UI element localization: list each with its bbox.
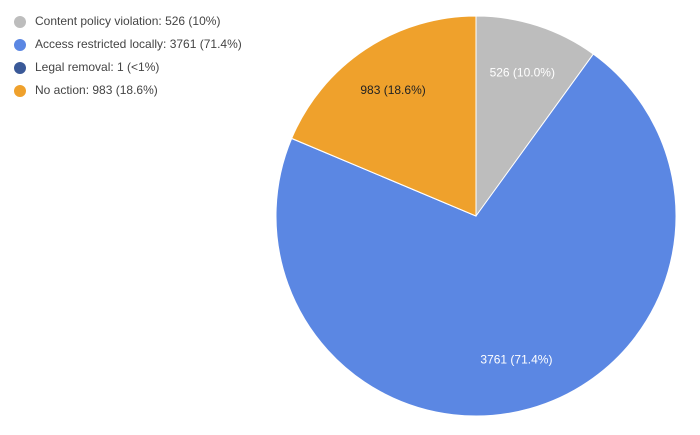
legend-label: Access restricted locally: 3761 (71.4%) [35,37,242,51]
legend-swatch [14,62,26,74]
slice-label: 3761 (71.4%) [480,353,552,367]
legend-label: Content policy violation: 526 (10%) [35,14,220,28]
legend-swatch [14,39,26,51]
pie-slice [475,15,595,218]
slice-label: 526 (10.0%) [490,65,555,79]
legend-swatch [14,16,26,28]
legend-label: Legal removal: 1 (<1%) [35,60,159,74]
legend-label: No action: 983 (18.6%) [35,83,158,97]
pie-slice [291,15,477,217]
pie-slice [275,53,677,417]
slice-label: 983 (18.6%) [360,83,425,97]
legend-swatch [14,85,26,97]
